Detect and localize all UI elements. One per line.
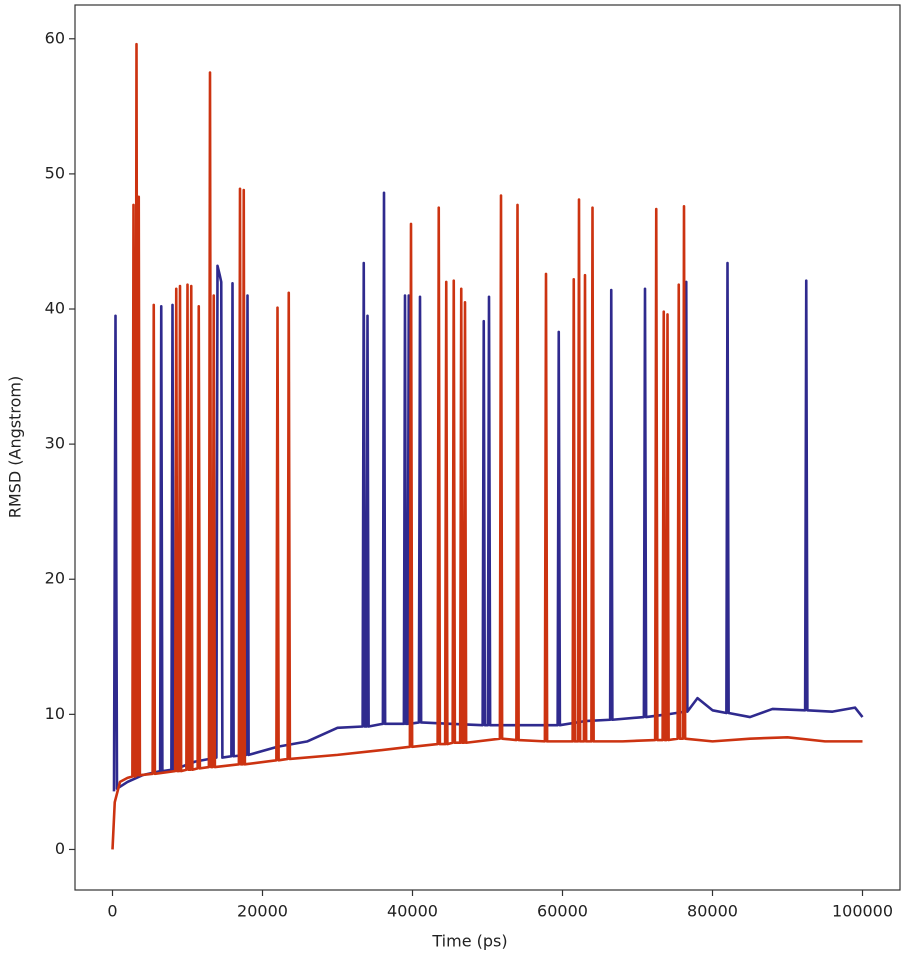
y-axis-label: RMSD (Angstrom) xyxy=(6,376,25,518)
x-axis-label: Time (ps) xyxy=(431,932,507,951)
y-tick-label: 20 xyxy=(45,569,65,588)
y-tick-label: 0 xyxy=(55,839,65,858)
x-tick-label: 100000 xyxy=(832,902,893,921)
series-line xyxy=(111,42,863,850)
y-tick-label: 50 xyxy=(45,163,65,182)
x-tick-label: 40000 xyxy=(387,902,438,921)
x-tick-label: 20000 xyxy=(237,902,288,921)
y-tick-label: 30 xyxy=(45,434,65,453)
series-line xyxy=(112,191,864,792)
y-tick-label: 40 xyxy=(45,299,65,318)
plot-frame xyxy=(74,4,901,891)
x-tick-label: 0 xyxy=(107,902,117,921)
y-tick-label: 60 xyxy=(45,28,65,47)
x-tick-label: 60000 xyxy=(537,902,588,921)
x-tick-label: 80000 xyxy=(687,902,738,921)
y-tick-label: 10 xyxy=(45,704,65,723)
